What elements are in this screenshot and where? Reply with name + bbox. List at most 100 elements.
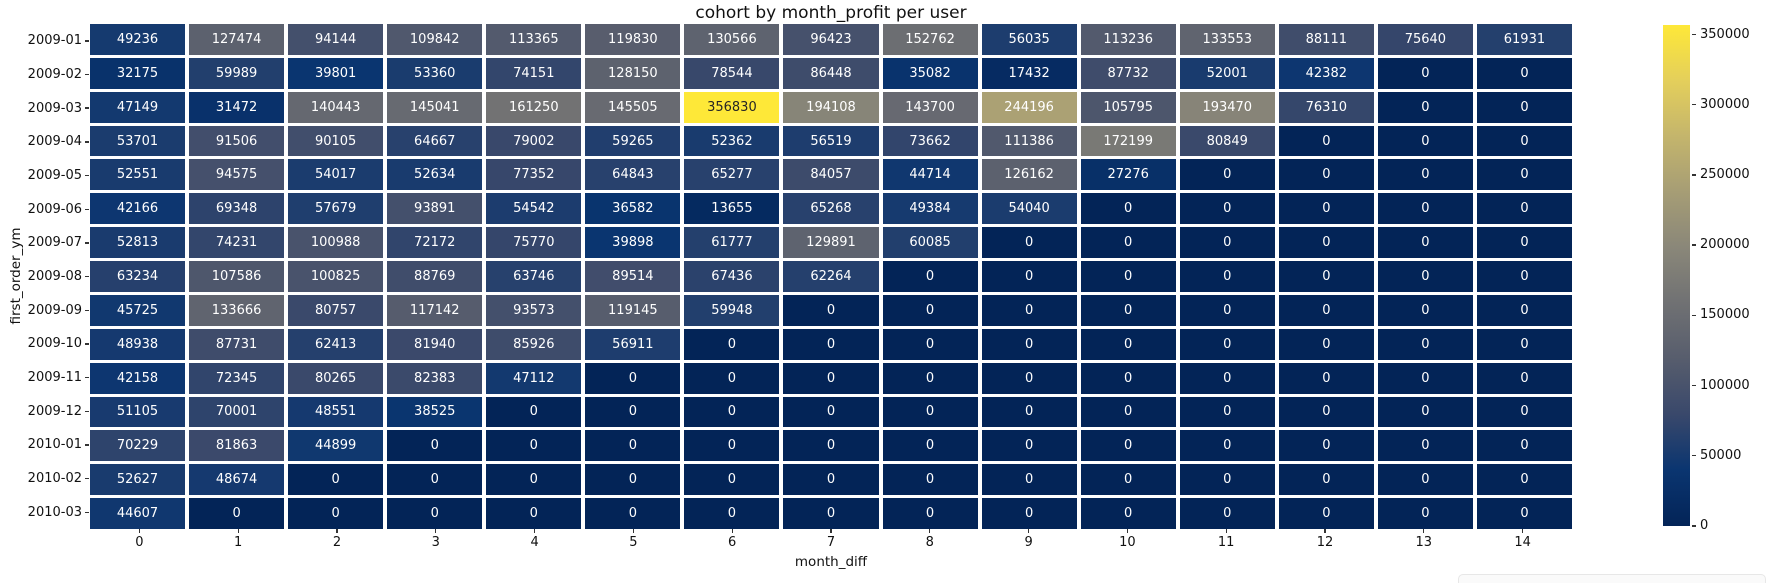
colorbar-tick-label: 50000 <box>1700 447 1742 463</box>
x-tick-mark <box>336 529 338 533</box>
y-tick-text: 2009-03 <box>27 100 82 116</box>
heatmap-cell: 0 <box>684 362 780 394</box>
heatmap-cell: 52362 <box>684 125 780 157</box>
heatmap-cell: 0 <box>1080 430 1176 462</box>
heatmap-cell: 119145 <box>585 294 681 326</box>
heatmap-cell: 74151 <box>486 57 582 89</box>
heatmap-cell: 143700 <box>882 91 978 123</box>
heatmap-cell: 0 <box>1377 193 1473 225</box>
heatmap-cell: 0 <box>981 328 1077 360</box>
heatmap-cell: 65268 <box>783 193 879 225</box>
y-tick-text: 2010-03 <box>27 504 82 520</box>
y-tick-label: 2009-06 <box>0 192 89 226</box>
heatmap-cell: 61777 <box>684 227 780 259</box>
x-tick-label: 1 <box>234 535 243 550</box>
heatmap-cell: 0 <box>1179 193 1275 225</box>
heatmap-cell: 140443 <box>288 91 384 123</box>
heatmap-cell: 0 <box>684 498 780 529</box>
heatmap-cell: 52627 <box>90 464 186 496</box>
heatmap-cell: 0 <box>1080 498 1176 529</box>
y-tick-label: 2009-03 <box>0 91 89 125</box>
colorbar-tick-label: 250000 <box>1700 166 1750 182</box>
colorbar-tick-label: 200000 <box>1700 237 1750 253</box>
heatmap-cell: 56911 <box>585 328 681 360</box>
y-tick-text: 2009-05 <box>27 168 82 184</box>
heatmap-cell: 0 <box>882 464 978 496</box>
heatmap-cell: 0 <box>486 396 582 428</box>
heatmap-cell: 49236 <box>90 24 186 55</box>
heatmap-cell: 0 <box>1278 362 1374 394</box>
heatmap-cell: 0 <box>486 430 582 462</box>
heatmap-cell: 74231 <box>189 227 285 259</box>
colorbar-gradient <box>1663 25 1690 526</box>
y-tick-text: 2009-09 <box>27 302 82 318</box>
x-tick-mark <box>138 529 141 533</box>
heatmap-cell: 0 <box>684 328 780 360</box>
heatmap-cell: 0 <box>684 464 780 496</box>
y-tick-label: 2009-08 <box>0 260 89 294</box>
heatmap-cell: 0 <box>783 464 879 496</box>
heatmap-cell: 0 <box>1476 362 1572 394</box>
heatmap-cell: 0 <box>585 396 681 428</box>
heatmap-cell: 0 <box>387 498 483 529</box>
heatmap-cell: 0 <box>585 362 681 394</box>
heatmap-cell: 0 <box>1278 193 1374 225</box>
heatmap-cell: 111386 <box>981 125 1077 157</box>
y-tick-text: 2010-02 <box>27 471 82 487</box>
heatmap-cell: 0 <box>1080 193 1176 225</box>
heatmap-cell: 152762 <box>882 24 978 55</box>
heatmap-cell: 0 <box>684 430 780 462</box>
y-tick-label: 2010-02 <box>0 462 89 496</box>
heatmap-cell: 0 <box>1080 396 1176 428</box>
heatmap-cell: 91506 <box>189 125 285 157</box>
heatmap-cell: 0 <box>1179 328 1275 360</box>
y-tick-label: 2009-09 <box>0 293 89 327</box>
heatmap-cell: 53701 <box>90 125 186 157</box>
heatmap-cell: 119830 <box>585 24 681 55</box>
heatmap-cell: 0 <box>981 362 1077 394</box>
heatmap-cell: 0 <box>1080 362 1176 394</box>
heatmap-cell: 0 <box>882 261 978 292</box>
y-tick-mark <box>85 107 89 109</box>
heatmap-cell: 31472 <box>189 91 285 123</box>
y-tick-label: 2009-12 <box>0 394 89 428</box>
x-tick-mark <box>1225 529 1227 533</box>
x-tick-label: 12 <box>1316 535 1334 550</box>
heatmap-cell: 0 <box>1377 430 1473 462</box>
y-tick-mark <box>85 275 89 278</box>
colorbar-tick-mark <box>1692 174 1696 176</box>
y-tick-text: 2009-07 <box>27 235 82 251</box>
colorbar-tick-label: 300000 <box>1700 96 1750 112</box>
heatmap-cell: 54542 <box>486 193 582 225</box>
heatmap-grid: 49236 127474 94144 109842 113365 119830 130566… <box>90 24 1572 529</box>
y-tick-mark <box>85 174 89 177</box>
heatmap-cell: 0 <box>1080 261 1176 292</box>
heatmap-cell: 0 <box>288 498 384 529</box>
x-tick-label: 7 <box>826 535 836 550</box>
heatmap-cell: 93891 <box>387 193 483 225</box>
y-tick-mark <box>85 73 89 76</box>
heatmap-cell: 52634 <box>387 159 483 191</box>
heatmap-cell: 88769 <box>387 261 483 292</box>
y-tick-text: 2009-02 <box>27 67 82 82</box>
heatmap-cell: 129891 <box>783 227 879 259</box>
heatmap-cell: 47149 <box>90 91 186 123</box>
heatmap-cell: 72345 <box>189 362 285 394</box>
heatmap-cell: 161250 <box>486 91 582 123</box>
heatmap-cell: 80849 <box>1179 125 1275 157</box>
heatmap-cell: 0 <box>783 396 879 428</box>
heatmap-cell: 47112 <box>486 362 582 394</box>
heatmap-cell: 0 <box>1377 125 1473 157</box>
heatmap-cell: 42158 <box>90 362 186 394</box>
heatmap-cell: 62264 <box>783 261 879 292</box>
y-tick-labels: 2009-01 2009-02 2009-03 2009-04 2009-05 2009-… <box>0 24 89 529</box>
heatmap-cell: 0 <box>981 464 1077 496</box>
heatmap-cell: 44899 <box>288 430 384 462</box>
heatmap-cell: 0 <box>1278 227 1374 259</box>
heatmap-cell: 0 <box>1476 498 1572 529</box>
heatmap-cell: 51105 <box>90 396 186 428</box>
heatmap-cell: 48938 <box>90 328 186 360</box>
colorbar-tick-mark <box>1692 104 1696 106</box>
heatmap-cell: 48551 <box>288 396 384 428</box>
heatmap-cell: 193470 <box>1179 91 1275 123</box>
